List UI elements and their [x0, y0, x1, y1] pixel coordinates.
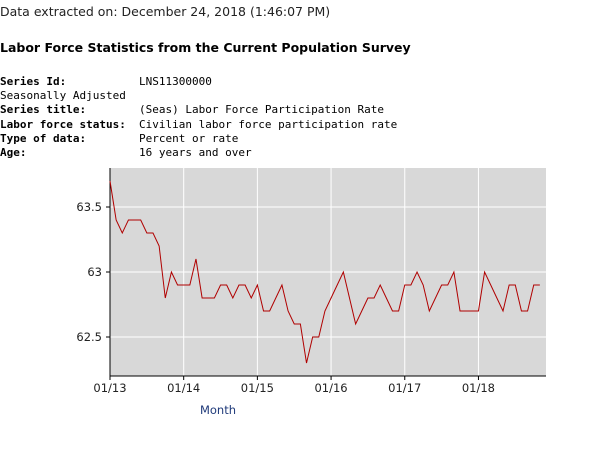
page-title: Labor Force Statistics from the Current … — [0, 40, 411, 55]
data-extracted-timestamp: Data extracted on: December 24, 2018 (1:… — [0, 4, 331, 19]
meta-label: Type of data: — [0, 131, 87, 145]
y-tick-label: 63 — [87, 265, 102, 279]
x-tick-label: 01/14 — [167, 381, 200, 395]
x-tick-label: 01/15 — [241, 381, 274, 395]
meta-label: Labor force status: — [0, 117, 126, 131]
meta-label: Series Id: — [0, 75, 67, 88]
meta-value: LNS11300000 — [139, 75, 212, 88]
series-line — [109, 180, 540, 364]
x-tick-label: 01/13 — [93, 381, 126, 395]
y-tick-label: 63.5 — [76, 200, 102, 214]
meta-label: Series title: — [0, 103, 87, 117]
x-tick-label: 01/16 — [314, 381, 347, 395]
x-axis-title: Month — [200, 403, 236, 417]
meta-value: Civilian labor force participation rate — [139, 117, 398, 131]
meta-value: 16 years and over — [139, 145, 252, 159]
meta-label: Age: — [0, 145, 27, 159]
meta-label: Seasonally Adjusted — [0, 89, 126, 103]
meta-value: Percent or rate — [139, 131, 239, 145]
x-tick-label: 01/17 — [388, 381, 421, 395]
meta-value: (Seas) Labor Force Participation Rate — [139, 103, 385, 117]
x-tick-label: 01/18 — [462, 381, 495, 395]
y-tick-label: 62.5 — [76, 330, 102, 344]
